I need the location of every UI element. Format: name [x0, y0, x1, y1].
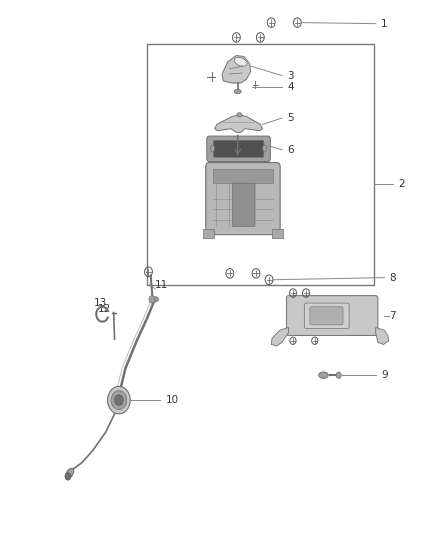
Polygon shape: [271, 327, 289, 346]
Circle shape: [65, 473, 71, 480]
Circle shape: [111, 391, 127, 410]
FancyBboxPatch shape: [304, 303, 349, 328]
Ellipse shape: [319, 372, 328, 378]
Bar: [147, 44, 374, 285]
Text: 7: 7: [390, 311, 396, 320]
Text: 11: 11: [155, 279, 168, 289]
Ellipse shape: [66, 469, 74, 478]
Bar: [232, 183, 254, 226]
Text: 4: 4: [287, 82, 294, 92]
FancyBboxPatch shape: [206, 163, 280, 235]
Text: 10: 10: [166, 395, 179, 405]
Circle shape: [115, 395, 123, 406]
Ellipse shape: [262, 145, 267, 151]
FancyBboxPatch shape: [213, 140, 264, 157]
Text: 2: 2: [398, 179, 405, 189]
Ellipse shape: [151, 297, 159, 302]
Text: 5: 5: [287, 113, 294, 123]
Text: 12: 12: [98, 304, 111, 314]
Polygon shape: [215, 115, 262, 132]
Ellipse shape: [234, 58, 247, 66]
Circle shape: [336, 372, 341, 378]
Bar: [203, 229, 214, 238]
Text: 9: 9: [381, 370, 388, 380]
FancyBboxPatch shape: [286, 296, 378, 335]
Text: 8: 8: [390, 273, 396, 282]
Circle shape: [149, 296, 155, 303]
Ellipse shape: [210, 145, 215, 151]
Text: 13: 13: [94, 297, 107, 308]
FancyBboxPatch shape: [310, 307, 343, 325]
FancyBboxPatch shape: [207, 136, 270, 161]
Text: 3: 3: [287, 70, 294, 80]
Ellipse shape: [234, 90, 241, 94]
Bar: [213, 169, 273, 183]
Bar: [272, 229, 283, 238]
Polygon shape: [222, 55, 251, 83]
Polygon shape: [376, 327, 389, 344]
Ellipse shape: [237, 113, 242, 117]
Text: 1: 1: [381, 19, 388, 29]
Text: 6: 6: [287, 145, 294, 155]
Circle shape: [108, 386, 130, 414]
